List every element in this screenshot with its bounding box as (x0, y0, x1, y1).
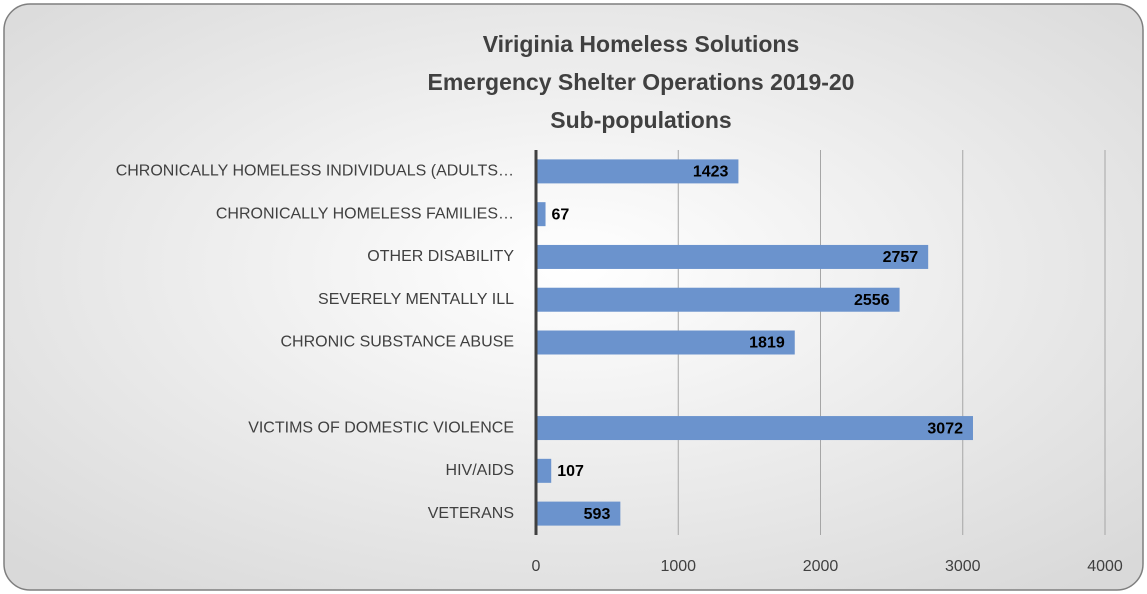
y-tick-label: CHRONICALLY HOMELESS FAMILIES… (216, 205, 514, 222)
bar (536, 330, 795, 355)
bar (536, 458, 552, 483)
bar (536, 416, 973, 441)
x-tick-label: 2000 (803, 558, 839, 575)
x-tick-label: 0 (532, 558, 541, 575)
bar (536, 244, 929, 269)
y-tick-label: SEVERELY MENTALLY ILL (318, 291, 514, 308)
y-tick-label: VICTIMS OF DOMESTIC VIOLENCE (248, 419, 514, 436)
bar (536, 202, 546, 227)
chart-title: Sub-populations (550, 107, 731, 133)
chart-title: Viriginia Homeless Solutions (483, 31, 800, 57)
data-label: 107 (557, 463, 584, 480)
y-tick-label: HIV/AIDS (446, 462, 514, 479)
data-label: 67 (552, 206, 570, 223)
data-label: 1423 (693, 164, 729, 181)
chart-title: Emergency Shelter Operations 2019-20 (428, 69, 855, 95)
data-label: 1819 (749, 335, 785, 352)
x-tick-label: 1000 (660, 558, 696, 575)
y-tick-label: CHRONIC SUBSTANCE ABUSE (280, 334, 514, 351)
bar (536, 501, 621, 526)
x-tick-label: 3000 (945, 558, 981, 575)
bar (536, 159, 739, 184)
data-label: 2556 (854, 292, 890, 309)
bar (536, 287, 900, 312)
data-label: 3072 (927, 420, 963, 437)
x-tick-label: 4000 (1087, 558, 1123, 575)
data-label: 593 (584, 506, 611, 523)
y-tick-label: CHRONICALLY HOMELESS INDIVIDUALS (ADULTS… (116, 163, 514, 180)
y-tick-label: OTHER DISABILITY (367, 248, 514, 265)
data-label: 2757 (883, 249, 919, 266)
y-tick-label: VETERANS (428, 505, 514, 522)
